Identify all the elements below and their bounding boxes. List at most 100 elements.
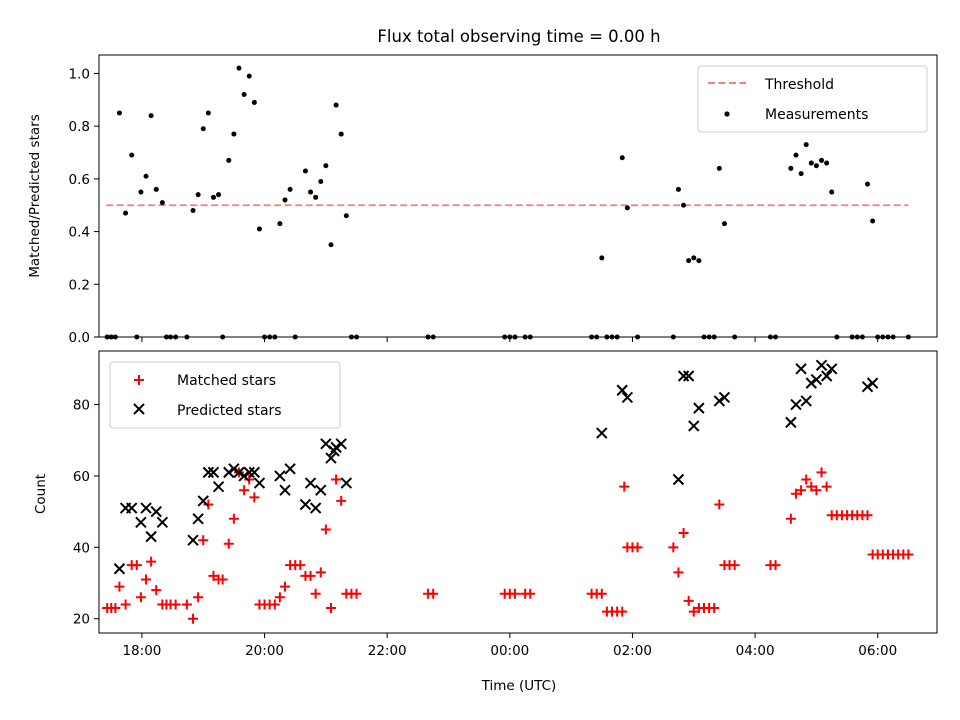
measurement-point: [231, 131, 237, 137]
matched-star-point: [131, 560, 142, 571]
matched-star-point: [903, 549, 914, 560]
measurement-point: [159, 200, 165, 206]
measurement-point: [236, 65, 242, 71]
predicted-star-point: [212, 480, 225, 493]
predicted-star-point: [790, 398, 802, 411]
matched-star-point: [310, 588, 321, 599]
matched-star-point: [862, 510, 873, 521]
measurement-point: [338, 131, 344, 137]
predicted-star-point: [197, 495, 209, 507]
predicted-star-point: [253, 477, 266, 489]
predicted-star-point: [315, 484, 327, 496]
measurement-point: [129, 152, 135, 158]
x-tick-label: 02:00: [613, 643, 652, 659]
predicted-star-point: [274, 470, 286, 482]
measurement-point: [865, 181, 871, 187]
measurement-point: [793, 152, 799, 158]
measurement-point: [123, 210, 129, 216]
matched-star-point: [110, 603, 121, 614]
predicted-star-point: [284, 463, 296, 475]
matched-star-point: [509, 588, 520, 599]
legend-measurements-swatch: [724, 111, 730, 117]
legend-matched-label: Matched stars: [177, 373, 276, 389]
predicted-star-point: [815, 359, 828, 371]
top-y-tick-label: 0.6: [69, 172, 90, 188]
matched-star-point: [617, 606, 628, 617]
predicted-star-point: [248, 466, 261, 479]
top-marks: [104, 65, 911, 340]
measurement-point: [675, 186, 681, 192]
matched-star-point: [811, 485, 822, 496]
measurement-point: [153, 186, 159, 192]
measurement-point: [686, 258, 692, 264]
predicted-star-point: [145, 530, 157, 543]
measurement-point: [138, 189, 144, 195]
measurement-point: [241, 92, 247, 98]
x-axis-label: Time (UTC): [481, 678, 557, 694]
matched-star-point: [228, 513, 239, 524]
matched-star-point: [141, 574, 152, 585]
matched-star-point: [336, 495, 347, 506]
matched-star-point: [114, 581, 125, 592]
measurement-point: [696, 258, 702, 264]
top-y-tick-label: 0.2: [69, 277, 90, 293]
matched-star-point: [683, 595, 694, 606]
matched-star-point: [305, 570, 316, 581]
x-tick-label: 20:00: [245, 643, 284, 659]
x-tick-label: 00:00: [490, 643, 529, 659]
predicted-star-point: [243, 466, 255, 479]
predicted-star-point: [621, 391, 634, 404]
matched-star-point: [223, 538, 234, 549]
predicted-star-point: [677, 370, 690, 382]
matched-star-point: [188, 613, 199, 624]
matched-star-point: [714, 499, 725, 510]
predicted-star-point: [596, 427, 608, 439]
measurement-point: [143, 173, 149, 179]
measurement-point: [870, 218, 876, 224]
predicted-star-point: [309, 502, 322, 514]
matched-star-point: [135, 592, 146, 603]
measurement-point: [721, 221, 727, 227]
predicted-star-point: [861, 380, 874, 393]
predicted-star-point: [820, 370, 833, 382]
measurement-point: [302, 168, 308, 174]
measurement-point: [210, 194, 216, 200]
measurement-point: [251, 99, 257, 105]
matched-star-point: [770, 560, 781, 571]
matched-star-point: [678, 528, 689, 539]
predicted-star-point: [233, 466, 245, 479]
matched-star-point: [790, 488, 801, 499]
measurement-point: [246, 73, 252, 79]
measurement-point: [599, 255, 605, 261]
matched-star-point: [632, 542, 643, 553]
measurement-point: [313, 194, 319, 200]
measurement-point: [624, 205, 630, 211]
measurement-point: [691, 255, 697, 261]
measurement-point: [788, 165, 794, 171]
measurement-point: [116, 110, 122, 116]
matched-star-point: [203, 499, 214, 510]
predicted-star-point: [800, 395, 812, 407]
matched-star-point: [217, 574, 228, 585]
bottom-y-tick-label: 80: [73, 398, 90, 414]
matched-star-point: [806, 481, 817, 492]
predicted-star-point: [330, 441, 342, 454]
bottom-marks: [102, 359, 914, 624]
predicted-star-point: [718, 391, 731, 404]
top-y-tick-label: 1.0: [69, 66, 90, 82]
bottom-legend-frame: [109, 361, 341, 429]
predicted-star-point: [192, 513, 204, 525]
predicted-star-point: [135, 516, 147, 529]
x-tick-label: 04:00: [736, 643, 775, 659]
matched-star-point: [198, 535, 209, 546]
top-y-tick-label: 0.8: [69, 119, 90, 135]
predicted-star-point: [810, 373, 823, 386]
bottom-axes-frame: [98, 350, 938, 634]
matched-star-point: [320, 524, 331, 535]
measurement-point: [200, 126, 206, 132]
measurement-point: [205, 110, 211, 116]
matched-star-point: [428, 588, 439, 599]
measurement-point: [343, 213, 349, 219]
matched-star-point: [170, 599, 181, 610]
measurement-point: [798, 171, 804, 177]
